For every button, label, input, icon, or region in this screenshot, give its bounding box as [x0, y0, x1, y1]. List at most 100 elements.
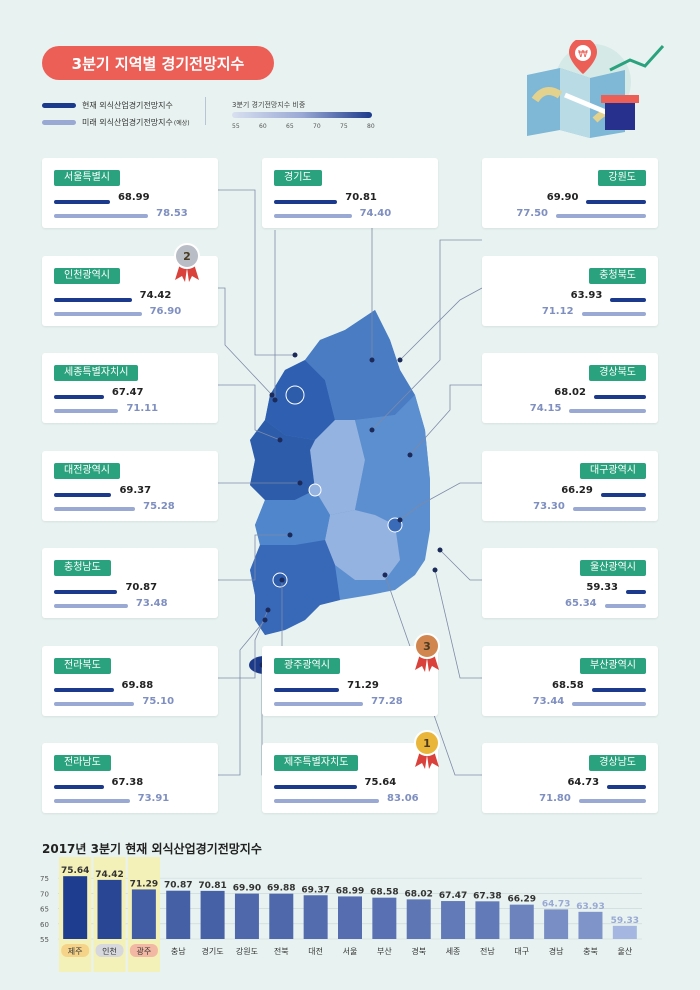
future-bar [54, 799, 130, 803]
x-category-label: 제주 [68, 947, 83, 956]
category-pill [95, 944, 124, 957]
current-value: 70.87 [125, 582, 158, 593]
future-value: 73.44 [532, 696, 565, 707]
region-card: 경상북도 68.02 74.15 [482, 353, 658, 423]
region-name: 부산광역시 [580, 658, 646, 674]
bottom-chart-title: 2017년 3분기 현재 외식산업경기전망지수 [42, 842, 262, 856]
bar-경기도 [200, 890, 225, 939]
medal-rank: 2 [183, 250, 191, 263]
future-value: 75.28 [143, 501, 175, 512]
bar-value-label: 70.87 [164, 881, 192, 891]
bar-value-label: 63.93 [576, 902, 604, 912]
future-value: 73.48 [135, 598, 168, 609]
bar-value-label: 69.90 [233, 884, 261, 894]
region-card: 광주광역시 71.29 77.28 3 [262, 633, 440, 716]
bar-value-label: 71.29 [130, 879, 158, 889]
bar-전북 [269, 893, 294, 939]
bar-부산 [372, 897, 397, 939]
region-name: 경상남도 [589, 755, 646, 771]
region-name: 광주광역시 [274, 658, 340, 674]
future-value: 71.80 [539, 793, 571, 804]
future-bar [54, 604, 128, 608]
medal-icon: 1 [414, 730, 440, 769]
current-value: 67.47 [111, 387, 144, 398]
bar-value-label: 64.73 [542, 899, 570, 909]
bottom-bar-chart: 75 70 65 60 55 75.64 제주 74.42 인천 71.29 광주 70.87 충남 70… [40, 857, 642, 972]
bar-충남 [166, 890, 191, 939]
current-bar [626, 590, 646, 594]
x-category-label: 대전 [308, 946, 323, 956]
bar-광주 [131, 889, 156, 939]
current-value: 74.42 [139, 290, 172, 301]
x-category-label: 울산 [617, 946, 632, 956]
region-card: 전라남도 67.38 73.91 [42, 743, 218, 813]
legend-current-swatch [42, 103, 76, 108]
future-value: 78.53 [156, 208, 188, 219]
x-category-label: 경기도 [202, 946, 224, 956]
region-name: 울산광역시 [580, 560, 646, 576]
current-value: 68.99 [117, 192, 150, 203]
bar-대구 [509, 904, 534, 939]
future-value: 83.06 [387, 793, 419, 804]
bar-value-label: 68.02 [404, 889, 432, 899]
legend-future: 미래 외식산업경기전망지수 (예상) [42, 117, 190, 128]
x-category-label: 전남 [480, 946, 495, 956]
scale-gradient-bar [232, 112, 372, 118]
future-value: 77.50 [516, 208, 548, 219]
current-value: 66.29 [561, 485, 593, 496]
region-card: 전라북도 69.88 75.10 [42, 646, 218, 716]
current-bar [274, 785, 357, 789]
future-value: 73.91 [137, 793, 170, 804]
legend-future-suffix: (예상) [173, 120, 190, 127]
scale-tick: 75 [340, 123, 348, 130]
future-bar [604, 604, 646, 608]
future-value: 65.34 [565, 598, 597, 609]
future-value: 71.11 [126, 403, 159, 414]
future-bar [274, 214, 352, 218]
scale-tick: 70 [313, 123, 321, 130]
current-bar [586, 200, 646, 204]
current-bar [610, 298, 646, 302]
future-bar [274, 799, 379, 803]
future-value: 71.12 [541, 306, 574, 317]
current-value: 69.37 [119, 485, 152, 496]
current-bar [54, 590, 118, 594]
medal-rank: 3 [423, 640, 431, 653]
region-name: 경기도 [274, 170, 322, 186]
bar-경남 [544, 909, 569, 939]
x-category-label: 경북 [411, 946, 426, 956]
region-card: 경기도 70.81 74.40 [262, 158, 438, 228]
region-name: 세종특별자치시 [54, 365, 139, 381]
legend-current: 현재 외식산업경기전망지수 [42, 100, 173, 111]
region-card: 인천광역시 74.42 76.90 2 [42, 243, 218, 326]
current-bar [600, 493, 646, 497]
y-tick-label: 60 [40, 921, 49, 929]
bar-value-label: 75.64 [61, 866, 89, 876]
legend-current-label: 현재 외식산업경기전망지수 [82, 101, 173, 110]
future-bar [578, 799, 646, 803]
svg-text:₩: ₩ [578, 49, 588, 60]
scale-tick: 80 [367, 123, 375, 130]
bar-충북 [578, 911, 603, 939]
scale-title: 3분기 경기전망지수 비중 [232, 101, 306, 109]
region-card: 충청남도 70.87 73.48 [42, 548, 218, 618]
current-bar [54, 200, 110, 204]
region-name: 제주특별자치도 [274, 755, 359, 771]
bar-강원도 [234, 893, 259, 939]
y-tick-label: 65 [40, 906, 49, 914]
x-category-label: 충남 [171, 947, 186, 956]
y-tick-label: 75 [40, 875, 49, 883]
region-card: 경상남도 64.73 71.80 [482, 743, 658, 813]
legend-future-label: 미래 외식산업경기전망지수 [82, 118, 173, 127]
current-value: 69.90 [546, 192, 579, 203]
future-bar [572, 507, 646, 511]
bar-서울 [338, 896, 362, 939]
region-card: 부산광역시 68.58 73.44 [482, 646, 658, 716]
future-value: 76.90 [149, 306, 182, 317]
region-card: 제주특별자치도 75.64 83.06 1 [262, 730, 440, 813]
future-value: 74.40 [359, 208, 392, 219]
region-card: 대전광역시 69.37 75.28 [42, 451, 218, 521]
current-value: 64.73 [567, 777, 600, 788]
bar-세종 [441, 901, 466, 939]
current-bar [591, 688, 646, 692]
